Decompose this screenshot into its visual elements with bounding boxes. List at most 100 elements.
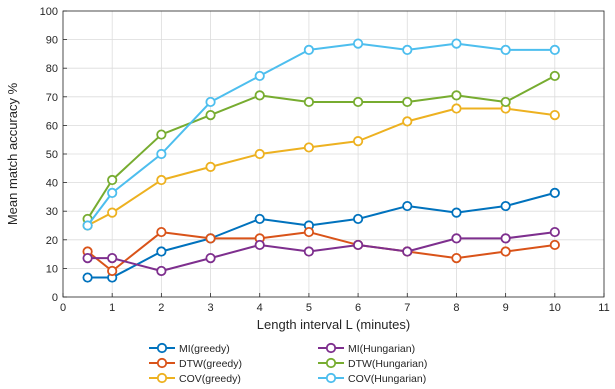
data-point [303, 246, 315, 257]
data-point [451, 90, 462, 101]
data-point [451, 103, 462, 114]
series-MI(Hungarian) [82, 226, 560, 277]
data-point [352, 38, 364, 49]
legend-item: DTW(greedy) [149, 357, 242, 370]
y-axis-label: Mean match accuracy % [5, 82, 20, 225]
legend-item: DTW(Hungarian) [318, 357, 427, 370]
data-point [82, 272, 93, 283]
y-tick-label: 100 [40, 6, 58, 18]
series-group [82, 38, 560, 283]
data-point [549, 44, 560, 55]
data-point [549, 226, 560, 238]
data-point [549, 187, 560, 198]
data-point [352, 96, 364, 108]
y-tick-label: 60 [46, 120, 58, 132]
x-tick-label: 0 [60, 302, 66, 314]
grid [62, 10, 605, 298]
data-point [156, 174, 167, 186]
data-point [254, 239, 265, 251]
x-tick-label: 8 [453, 302, 459, 314]
y-tick-label: 70 [46, 92, 58, 104]
data-point [549, 239, 560, 251]
data-point [156, 265, 167, 277]
data-point [303, 142, 315, 153]
data-point [549, 70, 560, 82]
series-DTW(Hungarian) [82, 70, 560, 225]
data-point [156, 148, 167, 160]
x-tick-label: 11 [598, 302, 609, 314]
data-point [107, 187, 118, 198]
data-point [500, 96, 511, 108]
x-tick-label: 4 [257, 302, 263, 314]
data-point [303, 44, 315, 55]
data-point [156, 129, 167, 140]
series-COV(Hungarian) [82, 38, 560, 231]
y-tick-label: 10 [46, 263, 58, 275]
data-point [205, 253, 216, 264]
data-point [107, 207, 118, 218]
data-point [402, 200, 413, 212]
x-tick-label: 3 [207, 302, 213, 314]
data-point [352, 136, 364, 147]
legend-swatch-marker [156, 372, 168, 384]
data-point [205, 161, 216, 172]
legend-swatch-marker [156, 357, 168, 369]
y-tick-label: 40 [46, 178, 58, 190]
data-point [82, 220, 93, 231]
data-point [156, 226, 167, 238]
legend-item: MI(greedy) [149, 342, 230, 355]
data-point [402, 44, 413, 55]
legend-item: COV(greedy) [149, 372, 241, 385]
data-point [303, 96, 315, 108]
x-tick-label: 5 [306, 302, 312, 314]
data-point [402, 96, 413, 108]
x-tick-label: 2 [158, 302, 164, 314]
x-tick-label: 9 [503, 302, 509, 314]
legend-item: COV(Hungarian) [318, 372, 426, 385]
x-tick-label: 7 [404, 302, 410, 314]
data-point [451, 38, 462, 49]
y-tick-label: 80 [46, 63, 58, 75]
legend: MI(greedy) DTW(greedy) COV(greedy) MI(Hunga… [149, 342, 427, 385]
data-point [107, 174, 118, 186]
legend-label: MI(greedy) [179, 343, 230, 355]
x-tick-label: 1 [109, 302, 115, 314]
data-point [402, 246, 413, 257]
data-point [451, 233, 462, 244]
y-tick-label: 30 [46, 206, 58, 218]
data-point [254, 90, 265, 101]
legend-swatch-marker [156, 342, 168, 354]
legend-label: MI(Hungarian) [348, 343, 415, 355]
data-point [352, 239, 364, 251]
data-point [303, 226, 315, 238]
y-tick-label: 20 [46, 235, 58, 247]
series-line [86, 75, 556, 220]
data-point [500, 200, 511, 212]
data-point [254, 213, 265, 225]
data-point [205, 96, 216, 108]
data-point [451, 207, 462, 218]
data-point [205, 233, 216, 244]
data-point [352, 213, 364, 225]
data-point [82, 253, 93, 264]
data-point [107, 253, 118, 264]
legend-swatch-marker [325, 372, 337, 384]
x-tick-label: 6 [355, 302, 361, 314]
data-point [549, 110, 560, 121]
data-point [500, 233, 511, 244]
legend-label: COV(Hungarian) [348, 373, 426, 385]
data-point [402, 116, 413, 127]
data-point [205, 110, 216, 121]
data-point [500, 44, 511, 55]
x-axis-label: Length interval L (minutes) [257, 317, 410, 332]
x-tick-label: 10 [549, 302, 561, 314]
legend-swatch-marker [325, 342, 337, 354]
y-tick-label: 50 [46, 149, 58, 161]
data-point [156, 246, 167, 257]
axis-ticks: 0 1 2 3 4 5 6 7 8 9 10 11 0 10 20 30 40 50 60 70 80 90 100 [40, 6, 610, 314]
y-tick-label: 90 [46, 35, 58, 47]
data-point [500, 246, 511, 257]
data-point [107, 265, 118, 277]
data-point [451, 253, 462, 264]
